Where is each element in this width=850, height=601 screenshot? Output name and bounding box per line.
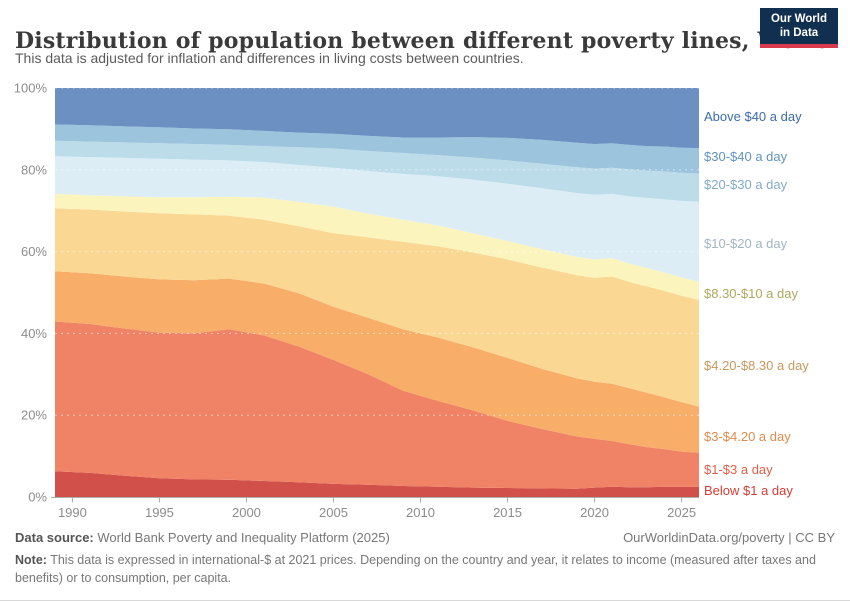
x-tick-label: 2015 xyxy=(493,505,522,520)
note-label: Note: xyxy=(15,553,47,567)
page-title: Distribution of population between diffe… xyxy=(15,27,832,54)
owid-logo-line1: Our World xyxy=(770,12,827,25)
legend-item-8-30-10[interactable]: $8.30-$10 a day xyxy=(704,285,798,301)
area-20-30-a-day[interactable] xyxy=(55,140,699,202)
x-tick-label: 1995 xyxy=(145,505,174,520)
legend-item-below-1[interactable]: Below $1 a day xyxy=(704,482,793,498)
data-source-label: Data source: xyxy=(15,530,94,545)
area-30-40-a-day[interactable] xyxy=(55,124,699,174)
area-8-30-10-a-day[interactable] xyxy=(55,193,699,300)
legend-item-1-3[interactable]: $1-$3 a day xyxy=(704,461,773,477)
x-tick-label: 2005 xyxy=(319,505,348,520)
x-tick-label: 1990 xyxy=(58,505,87,520)
area-3-4-20-a-day[interactable] xyxy=(55,271,699,453)
owid-logo-line2: in Data xyxy=(779,27,819,39)
y-tick-label: 80% xyxy=(21,162,47,177)
legend-item-30-40[interactable]: $30-$40 a day xyxy=(704,148,788,164)
chart-tick-labels: 0% 20% 40% 60% 80% 100% 1990 1995 2000 2005 2010 20… xyxy=(14,81,696,521)
chart-footer: Data source: World Bank Poverty and Ineq… xyxy=(15,530,835,587)
chart-subtitle: This data is adjusted for inflation and … xyxy=(15,50,524,66)
x-tick-label: 2025 xyxy=(667,505,696,520)
data-source-text: World Bank Poverty and Inequality Platfo… xyxy=(93,530,390,545)
stacked-area-chart[interactable]: 0% 20% 40% 60% 80% 100% 1990 1995 2000 2005 2010 20… xyxy=(0,78,850,528)
legend-item-20-30[interactable]: $20-$30 a day xyxy=(704,176,788,192)
y-tick-label: 60% xyxy=(21,244,47,259)
area-below-1-a-day[interactable] xyxy=(55,471,699,497)
legend-item-10-20[interactable]: $10-$20 a day xyxy=(704,235,788,251)
x-tick-label: 2020 xyxy=(580,505,609,520)
legend-item-4-20-8-30[interactable]: $4.20-$8.30 a day xyxy=(704,358,809,374)
legend-item-above-40[interactable]: Above $40 a day xyxy=(704,109,802,125)
owid-logo[interactable]: Our World in Data xyxy=(760,8,838,48)
data-source-line: Data source: World Bank Poverty and Ineq… xyxy=(15,530,390,545)
y-tick-label: 100% xyxy=(14,81,48,96)
y-tick-label: 0% xyxy=(28,490,47,505)
chart-areas[interactable] xyxy=(55,88,699,497)
area-4-20-8-30-a-day[interactable] xyxy=(55,208,699,407)
y-tick-label: 40% xyxy=(21,326,47,341)
owid-cc-by-link[interactable]: OurWorldinData.org/poverty | CC BY xyxy=(623,530,835,545)
x-tick-label: 2010 xyxy=(406,505,435,520)
area-1-3-a-day[interactable] xyxy=(55,321,699,489)
chart-axes xyxy=(51,497,699,503)
area-10-20-a-day[interactable] xyxy=(55,156,699,282)
y-tick-label: 20% xyxy=(21,408,47,423)
legend-item-3-4-20[interactable]: $3-$4.20 a day xyxy=(704,428,791,444)
area-above-40-a-day[interactable] xyxy=(55,88,699,149)
x-tick-label: 2000 xyxy=(232,505,261,520)
note-text: This data is expressed in international-… xyxy=(15,553,816,585)
